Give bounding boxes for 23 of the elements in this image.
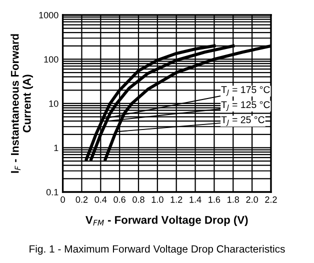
annotation: T$_{J}$ = 125 °C xyxy=(221,101,270,111)
y-tick-label: 1 xyxy=(54,144,58,152)
x-tick-label: 2.0 xyxy=(246,196,258,203)
x-tick-label: 2.2 xyxy=(265,196,277,203)
x-tick-label: 1.4 xyxy=(190,196,202,203)
caption: Fig. 1 - Maximum Forward Voltage Drop Characteristics xyxy=(30,244,285,255)
y-tick-label: 1000 xyxy=(39,12,58,18)
x-tick-label: 1.8 xyxy=(228,196,240,203)
annotation: T$_{J}$ = 25 °C xyxy=(221,116,264,126)
y-tick-label: 10 xyxy=(49,100,58,107)
x-tick-label: 0 xyxy=(60,196,65,203)
x-tick-label: 0.4 xyxy=(94,196,107,203)
annotation: T$_{J}$ = 175 °C xyxy=(221,86,270,96)
x-tick-label: 0.8 xyxy=(132,196,144,203)
y-axis-title: I$_{F}$ - Instantaneous Forward Current (A) xyxy=(10,34,33,173)
y-tick-label: 100 xyxy=(44,56,58,63)
x-tick-label: 1.6 xyxy=(208,196,220,203)
x-tick-label: 0.2 xyxy=(76,196,88,203)
x-tick-label: 1.2 xyxy=(170,196,182,203)
x-tick-label: 0.6 xyxy=(114,196,126,203)
y-tick-label: 0.1 xyxy=(46,188,58,196)
x-tick-label: 1.0 xyxy=(152,196,164,203)
x-axis-title: V$_{FM}$ - Forward Voltage Drop (V) xyxy=(86,216,248,226)
